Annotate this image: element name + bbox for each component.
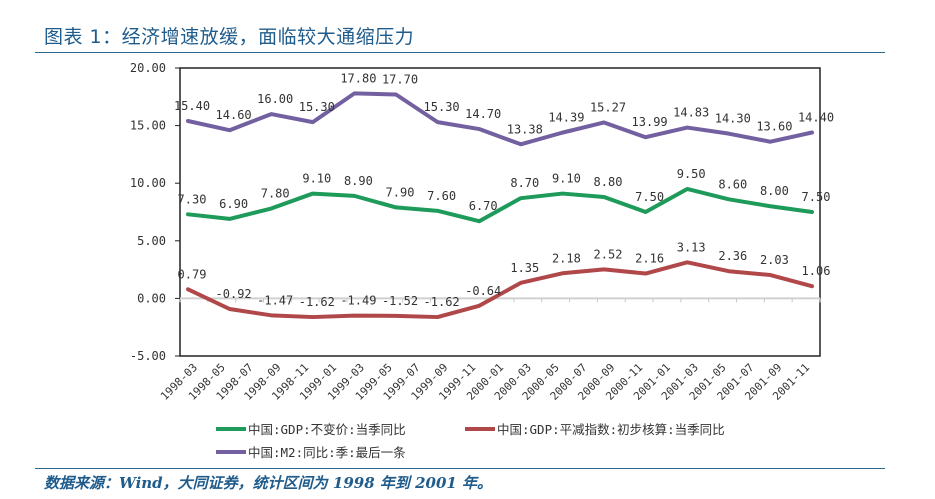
series-gdp-deflator-data-label: 2.36 xyxy=(718,249,747,263)
series-gdp-real-data-label: 7.50 xyxy=(635,190,664,204)
header-divider xyxy=(35,52,885,53)
y-tick-label: -5.00 xyxy=(130,349,166,363)
legend-item-gdp-deflator: 中国:GDP:平减指数:初步核算:当季同比 xyxy=(465,419,725,438)
legend-item-gdp-real: 中国:GDP:不变价:当季同比 xyxy=(216,419,406,438)
series-gdp-deflator-data-label: 1.06 xyxy=(802,264,831,278)
series-gdp-deflator-data-label: 2.03 xyxy=(760,253,789,267)
series-m2-data-label: 15.30 xyxy=(424,100,460,114)
series-m2-data-label: 15.40 xyxy=(174,99,210,113)
legend-label-gdp-real: 中国:GDP:不变价:当季同比 xyxy=(248,422,406,437)
series-m2-data-label: 17.70 xyxy=(382,72,418,86)
data-source-note: 数据来源：Wind，大同证券，统计区间为 1998 年到 2001 年。 xyxy=(44,474,493,492)
series-gdp-deflator-data-label: 1.35 xyxy=(510,261,539,275)
series-gdp-deflator-data-label: -0.64 xyxy=(465,284,501,298)
series-m2-data-label: 13.38 xyxy=(507,122,543,136)
series-gdp-real-data-label: 6.90 xyxy=(219,197,248,211)
figure-title: 图表 1：经济增速放缓，面临较大通缩压力 xyxy=(44,26,415,48)
series-gdp-real-data-label: 9.10 xyxy=(302,172,331,186)
series-m2-data-label: 14.30 xyxy=(715,112,751,126)
series-gdp-deflator-line xyxy=(186,260,814,320)
legend-label-gdp-deflator: 中国:GDP:平减指数:初步核算:当季同比 xyxy=(497,422,725,437)
series-m2-data-label: 16.00 xyxy=(257,92,293,106)
series-gdp-deflator-data-label: -1.62 xyxy=(424,295,460,309)
series-gdp-deflator-data-label: -0.92 xyxy=(216,287,252,301)
series-gdp-real-data-label: 8.90 xyxy=(344,174,373,188)
series-m2-data-label: 15.30 xyxy=(299,100,335,114)
series-m2-data-label: 13.99 xyxy=(632,115,668,129)
series-gdp-deflator-data-label: -1.52 xyxy=(382,294,418,308)
line-chart: 20.0015.0010.005.000.00-5.001998-031998-… xyxy=(130,61,834,403)
series-gdp-real-data-label: 8.00 xyxy=(760,184,789,198)
series-m2-data-label: 14.40 xyxy=(798,111,834,125)
series-gdp-real-data-label: 6.70 xyxy=(469,199,498,213)
legend-item-m2: 中国:M2:同比:季:最后一条 xyxy=(216,442,406,461)
series-gdp-real-data-label: 7.60 xyxy=(427,189,456,203)
y-tick-label: 15.00 xyxy=(130,119,166,133)
series-gdp-deflator-data-label: -1.62 xyxy=(299,295,335,309)
series-gdp-deflator-data-label: 3.13 xyxy=(677,240,706,254)
legend-swatch-gdp-real xyxy=(216,426,246,431)
footer-divider xyxy=(35,468,885,469)
series-m2-line xyxy=(186,91,814,147)
series-gdp-real-data-label: 9.10 xyxy=(552,172,581,186)
series-gdp-real-line xyxy=(186,186,814,224)
legend-swatch-gdp-deflator xyxy=(465,426,495,431)
series-gdp-real-data-label: 8.80 xyxy=(594,175,623,189)
series-m2-data-label: 14.60 xyxy=(216,108,252,122)
series-gdp-deflator-data-label: 0.79 xyxy=(178,267,207,281)
series-gdp-real-data-label: 7.80 xyxy=(261,187,290,201)
y-tick-label: 5.00 xyxy=(137,234,166,248)
y-tick-label: 0.00 xyxy=(137,291,166,305)
y-tick-label: 10.00 xyxy=(130,176,166,190)
series-gdp-real-data-label: 8.70 xyxy=(510,176,539,190)
legend-label-m2: 中国:M2:同比:季:最后一条 xyxy=(248,445,406,460)
series-gdp-deflator-data-label: 2.16 xyxy=(635,252,664,266)
series-gdp-deflator-data-label: -1.47 xyxy=(257,293,293,307)
series-gdp-real-data-label: 7.50 xyxy=(802,190,831,204)
series-m2-data-label: 15.27 xyxy=(590,100,626,114)
y-tick-label: 20.00 xyxy=(130,61,166,75)
legend-swatch-m2 xyxy=(216,449,246,454)
series-m2-data-label: 14.70 xyxy=(465,107,501,121)
series-m2-data-label: 13.60 xyxy=(756,120,792,134)
series-gdp-real-data-label: 7.30 xyxy=(178,192,207,206)
series-gdp-real-data-label: 8.60 xyxy=(718,177,747,191)
series-m2-data-label: 14.83 xyxy=(673,106,709,120)
series-m2-data-label: 17.80 xyxy=(340,71,376,85)
plot-frame xyxy=(179,67,821,357)
series-gdp-real-data-label: 9.50 xyxy=(677,167,706,181)
series-gdp-deflator-data-label: -1.49 xyxy=(340,294,376,308)
series-gdp-deflator-data-label: 2.18 xyxy=(552,251,581,265)
series-m2-data-label: 14.39 xyxy=(548,111,584,125)
series-gdp-real-data-label: 7.90 xyxy=(386,185,415,199)
series-gdp-deflator-data-label: 2.52 xyxy=(594,247,623,261)
